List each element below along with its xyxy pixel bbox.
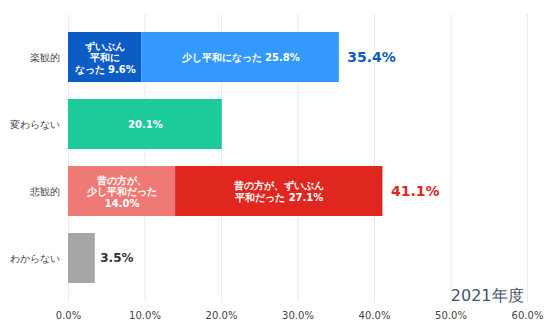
svg-text:40.0%: 40.0%: [359, 310, 391, 321]
svg-text:0.0%: 0.0%: [56, 310, 81, 321]
svg-text:35.4%: 35.4%: [347, 49, 396, 65]
svg-text:20.1%: 20.1%: [128, 119, 163, 130]
svg-text:悲観的: 悲観的: [29, 186, 60, 197]
svg-text:41.1%: 41.1%: [391, 183, 440, 199]
svg-text:10.0%: 10.0%: [129, 310, 161, 321]
svg-text:少し平和になった 25.8%: 少し平和になった 25.8%: [181, 52, 300, 64]
svg-text:50.0%: 50.0%: [435, 310, 467, 321]
svg-text:60.0%: 60.0%: [512, 310, 544, 321]
svg-text:ずいぶん平和になった 9.6%: ずいぶん平和になった 9.6%: [75, 41, 136, 76]
svg-text:30.0%: 30.0%: [282, 310, 314, 321]
svg-text:3.5%: 3.5%: [100, 251, 133, 265]
svg-text:わからない: わからない: [10, 253, 60, 264]
svg-text:変わらない: 変わらない: [10, 119, 60, 130]
svg-text:昔の方が、ずいぶん平和だった 27.1%: 昔の方が、ずいぶん平和だった 27.1%: [233, 180, 324, 203]
svg-text:楽観的: 楽観的: [30, 52, 60, 63]
svg-text:20.0%: 20.0%: [206, 310, 238, 321]
svg-text:昔の方が、少し平和だった14.0%: 昔の方が、少し平和だった14.0%: [86, 175, 157, 209]
svg-text:2021年度: 2021年度: [451, 286, 524, 305]
